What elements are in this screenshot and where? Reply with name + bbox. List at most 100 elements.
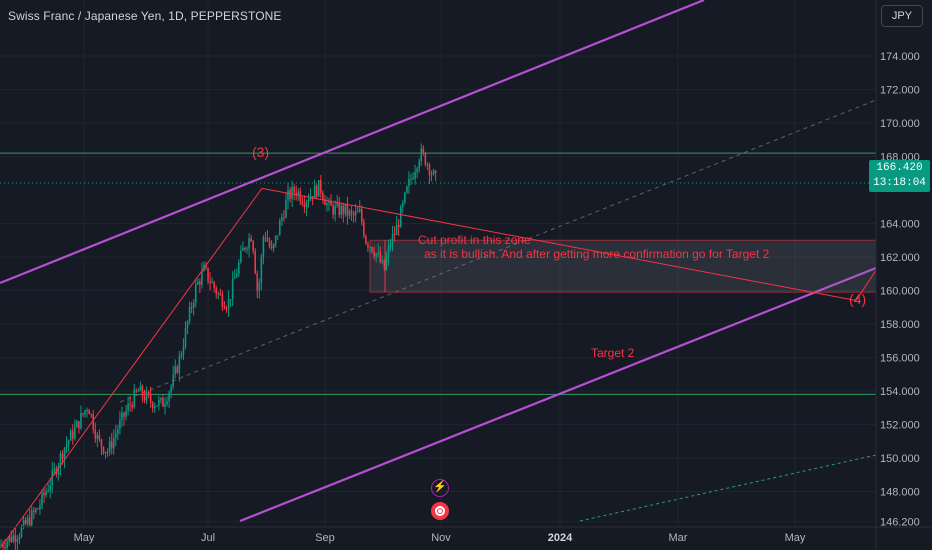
candle-body [260,257,263,284]
candle-body [108,441,111,452]
candle-body [127,403,129,411]
candle-body [156,405,158,407]
candle-body [289,189,291,200]
candle-body [41,492,43,506]
bar-countdown: 13:18:04 [873,177,926,189]
y-tick-label: 164.000 [880,219,920,231]
candle-body [162,398,164,407]
candle-body [229,299,232,301]
candle-body [28,517,31,526]
candle-body [422,148,425,153]
y-tick-label: 162.000 [880,252,920,264]
impulse-trend-line [0,188,263,549]
candle-body [305,201,308,208]
candle-body [20,527,23,537]
candle-body [190,306,193,308]
candle-body [248,238,250,249]
candle-body [354,211,357,216]
candle-body [88,410,90,415]
candle-body [98,435,101,440]
candle-body [369,247,371,249]
candle-body [74,427,76,439]
x-tick-label: 2024 [548,532,573,544]
candle-body [379,252,382,263]
candle-body [432,170,435,175]
candle-body [317,180,320,197]
candle-body [348,210,351,216]
y-tick-label: 158.000 [880,319,920,331]
candle-body [264,237,267,239]
target-icon[interactable] [431,502,449,520]
x-tick-label: Nov [431,532,451,544]
candle-body [94,429,97,439]
candle-body [285,200,287,218]
x-tick-label: May [785,532,806,544]
candle-body [149,394,152,403]
candle-body [279,220,281,236]
candle-body [320,180,322,193]
candle-body [293,187,295,193]
candle-body [39,505,41,510]
candle-body [211,282,213,284]
candle-body [295,192,297,196]
candle-body [420,148,423,162]
candle-body [141,386,144,397]
candle-body [45,491,47,496]
candle-body [258,283,261,291]
candle-body [106,451,109,453]
y-tick-label: 148.000 [880,487,920,499]
candle-body [281,217,283,221]
candle-body [330,200,332,206]
y-tick-label: 152.000 [880,420,920,432]
candle-body [270,246,273,249]
candle-body [6,541,8,549]
candle-body [240,250,242,263]
candle-body [53,468,56,471]
candle-body [322,192,324,200]
candle-body [96,435,99,439]
candle-body [22,519,25,528]
candle-body [358,209,361,212]
candle-body [428,164,431,176]
candle-body [129,403,131,405]
y-tick-label: 170.000 [880,118,920,130]
candle-body [71,430,74,439]
candle-body [334,205,336,215]
candle-body [205,265,207,268]
candle-body [158,399,160,406]
candle-body [408,178,410,187]
profit-zone [369,239,877,293]
candle-body [377,252,379,254]
candle-body [424,152,427,165]
candle-body [395,224,398,235]
candle-body [192,302,195,308]
candle-body [225,308,228,310]
candle-body [168,392,170,402]
candle-body [221,295,224,307]
wave-4-label: (4) [849,291,866,307]
bolt-icon[interactable]: ⚡ [431,479,449,497]
x-axis: May Jul Sep Nov 2024 Mar May [0,526,932,544]
candle-body [12,535,15,542]
candle-body [252,241,254,252]
x-tick-label: Jul [201,532,215,544]
last-price-value: 166.420 [876,162,923,174]
candle-body [121,412,123,420]
candle-body [90,414,92,416]
candle-body [188,306,191,322]
trend-lines [0,187,877,549]
candle-body [219,293,222,296]
candle-body [297,191,300,196]
correction-trend-line [261,187,857,302]
candle-body [209,281,211,283]
y-tick-label: 156.000 [880,353,920,365]
candle-body [86,410,88,412]
candle-body [37,508,39,510]
candle-body [123,412,125,417]
candle-body [315,185,318,197]
candle-body [397,224,400,228]
candle-body [387,246,390,258]
currency-button[interactable]: JPY [881,5,923,27]
candle-body [311,196,314,199]
